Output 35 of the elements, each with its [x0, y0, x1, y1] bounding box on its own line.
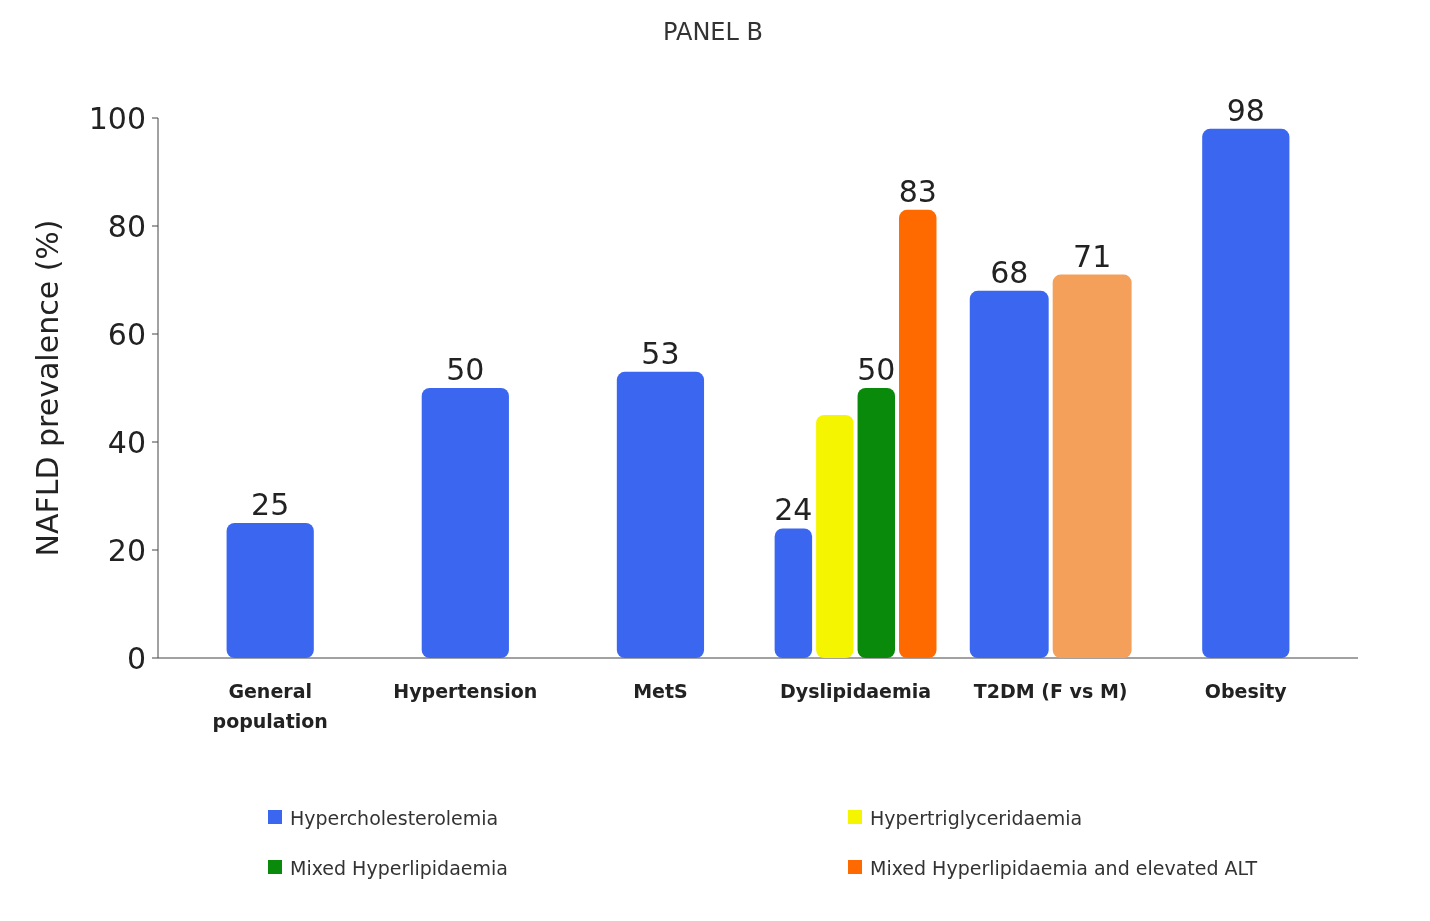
legend-label: Mixed Hyperlipidaemia and elevated ALT — [870, 856, 1258, 879]
bar — [616, 371, 705, 658]
bar — [1202, 128, 1290, 658]
y-tick-label: 100 — [88, 100, 146, 136]
data-label: 25 — [251, 487, 290, 522]
data-label: 50 — [857, 352, 896, 387]
bar — [816, 415, 854, 658]
bar — [421, 388, 509, 658]
y-tick-label: 20 — [107, 532, 146, 568]
bar — [1052, 274, 1132, 658]
x-tick-label: General population — [212, 680, 328, 732]
x-tick-label: MetS — [633, 680, 688, 702]
data-label: 50 — [446, 352, 485, 387]
data-label: 71 — [1073, 238, 1112, 274]
legend-label: Hypercholesterolemia — [290, 806, 499, 829]
y-tick-label: 40 — [107, 424, 146, 460]
x-tick-label: T2DM (F vs M) — [973, 680, 1128, 702]
data-label: 53 — [641, 335, 680, 371]
y-tick-label: 0 — [126, 640, 146, 676]
bar — [899, 209, 937, 658]
x-tick-label: Dyslipidaemia — [780, 680, 932, 702]
y-tick-label: 60 — [107, 316, 146, 352]
data-label: 24 — [774, 492, 813, 528]
chart-title: PANEL B — [663, 18, 763, 46]
y-axis-title: NAFLD prevalence (%) — [30, 219, 65, 557]
legend-label: Mixed Hyperlipidaemia — [290, 856, 508, 879]
y-tick-label: 80 — [107, 208, 146, 244]
legend-label: Hypertriglyceridaemia — [870, 806, 1083, 829]
data-label: 83 — [898, 173, 937, 209]
x-tick-label: Hypertension — [393, 680, 538, 702]
data-label: 68 — [990, 254, 1029, 290]
data-label: 98 — [1226, 92, 1265, 128]
bar — [857, 388, 896, 658]
x-tick-label: Obesity — [1204, 680, 1288, 702]
bar — [226, 523, 314, 658]
